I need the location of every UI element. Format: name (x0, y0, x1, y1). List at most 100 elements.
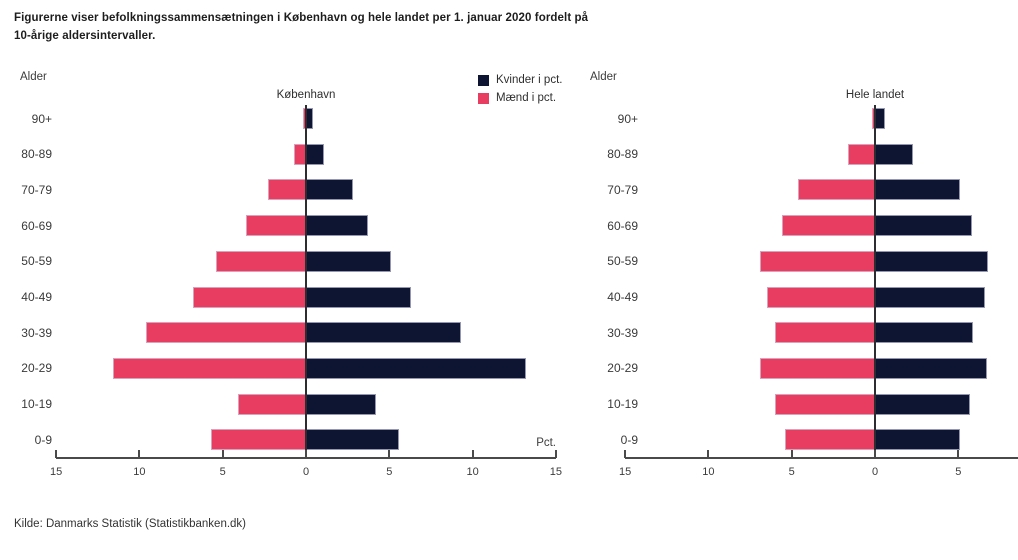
women-bar (306, 322, 461, 344)
x-axis-tick (221, 450, 224, 458)
x-axis-tick (138, 450, 141, 458)
x-axis-tick (388, 450, 391, 458)
x-axis-tick-label: 0 (871, 466, 879, 478)
age-tick-label: 10-19 (21, 397, 52, 412)
men-bar (781, 215, 875, 237)
men-bar (216, 250, 306, 272)
men-bar (848, 143, 875, 165)
men-bar (192, 286, 306, 308)
x-axis-tick (874, 450, 876, 458)
page-title-line1: Figurerne viser befolkningssammensætning… (14, 12, 589, 24)
women-bar (875, 179, 960, 201)
legend-row-women: Kvinder i pct. (478, 71, 562, 89)
x-axis-tick (554, 450, 557, 458)
age-tick-label: 90+ (617, 111, 638, 126)
age-tick-label: 40-49 (21, 290, 52, 304)
men-bar (211, 429, 306, 451)
pct-axis-label: Pct. (536, 437, 556, 449)
chart-title: Hele landet (845, 89, 905, 101)
women-bar (306, 357, 526, 379)
women-bar (875, 286, 985, 308)
age-tick-label: 70-79 (21, 182, 52, 197)
legend-row-men: Mænd i pct. (478, 89, 562, 107)
x-axis-line (625, 457, 1018, 459)
legend: Kvinder i pct. Mænd i pct. (478, 71, 562, 107)
x-axis-tick-label: 15 (618, 466, 632, 478)
women-bar (875, 393, 970, 415)
women-bar (875, 143, 914, 165)
women-bar (875, 250, 989, 272)
x-axis-tick-label: 5 (955, 466, 962, 478)
men-bar (760, 250, 875, 272)
age-tick-label: 0-9 (620, 432, 638, 447)
women-bar (306, 286, 411, 308)
x-axis-tick-label: 10 (133, 466, 146, 478)
age-tick-label: 60-69 (607, 218, 638, 233)
x-axis-tick-label: 15 (49, 466, 63, 478)
zero-axis-line (305, 105, 307, 459)
source-note: Kilde: Danmarks Statistik (Statistikbank… (14, 518, 247, 530)
women-bar (306, 215, 368, 237)
age-tick-label: 50-59 (607, 254, 638, 269)
x-axis-tick (790, 450, 793, 458)
legend-women-swatch (478, 74, 489, 86)
x-axis-tick-label: 10 (466, 466, 479, 478)
x-axis-line (56, 457, 556, 459)
alder-axis-label: Alder (20, 71, 47, 83)
age-tick-label: 90+ (31, 111, 52, 126)
x-axis-tick-label: 5 (219, 466, 226, 478)
age-tick-label: 0-9 (34, 432, 52, 447)
men-bar (112, 357, 306, 379)
x-axis-tick-label: 0 (302, 466, 310, 478)
men-bar (798, 179, 875, 201)
men-bar (760, 357, 875, 379)
legend-women-label: Kvinder i pct. (496, 74, 563, 86)
x-axis-tick (957, 450, 960, 458)
men-bar (237, 393, 306, 415)
age-tick-label: 20-29 (607, 361, 638, 376)
women-bar (306, 429, 400, 451)
men-bar (871, 108, 875, 129)
men-bar (246, 215, 306, 237)
page-title: Figurerne viser befolkningssammensætning… (14, 9, 588, 45)
age-tick-label: 80-89 (21, 147, 52, 162)
x-axis-tick-label: 5 (788, 466, 795, 478)
x-axis-tick (707, 450, 710, 458)
x-axis-tick-label: 15 (549, 466, 563, 478)
age-tick-label: 30-39 (21, 325, 52, 340)
zero-axis-line (874, 105, 876, 459)
women-bar (875, 322, 974, 344)
age-tick-label: 20-29 (21, 361, 52, 376)
page-title-line2: 10-årige aldersintervaller. (14, 30, 156, 42)
men-bar (267, 179, 306, 201)
women-bar (306, 179, 353, 201)
men-bar (766, 286, 875, 308)
age-tick-label: 70-79 (607, 182, 638, 197)
age-tick-label: 60-69 (21, 218, 52, 233)
women-bar (306, 393, 376, 415)
x-axis-tick (471, 450, 474, 458)
age-tick-label: 40-49 (607, 290, 638, 304)
x-axis-tick (55, 450, 58, 458)
women-bar (875, 429, 960, 451)
women-bar (875, 108, 885, 129)
age-tick-label: 10-19 (607, 397, 638, 412)
men-bar (785, 429, 875, 451)
women-bar (306, 250, 391, 272)
alder-axis-label: Alder (590, 71, 617, 83)
x-axis-tick (624, 450, 627, 458)
x-axis-tick-label: 5 (386, 466, 393, 478)
x-axis-tick-label: 10 (702, 466, 715, 478)
women-bar (875, 215, 972, 237)
x-axis-tick (305, 450, 307, 458)
chart-title: København (276, 89, 336, 101)
men-bar (302, 108, 306, 129)
women-bar (875, 357, 987, 379)
age-tick-label: 50-59 (21, 254, 52, 269)
men-bar (775, 322, 875, 344)
age-tick-label: 80-89 (607, 147, 638, 162)
men-bar (775, 393, 875, 415)
women-bar (306, 108, 313, 129)
women-bar (306, 143, 325, 165)
